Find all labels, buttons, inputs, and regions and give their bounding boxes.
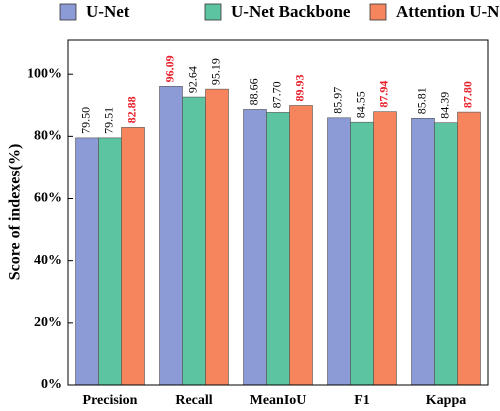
y-tick-label: 40% — [34, 253, 62, 268]
value-label: 88.66 — [247, 78, 261, 105]
value-label: 79.51 — [102, 107, 116, 134]
value-label: 89.93 — [293, 74, 307, 101]
bar — [350, 121, 374, 386]
y-tick-label: 0% — [41, 377, 62, 392]
bar — [457, 111, 481, 386]
y-tick-label: 20% — [34, 315, 62, 330]
plot-frame — [67, 39, 489, 386]
legend-swatch — [369, 3, 387, 21]
bar — [75, 137, 99, 386]
bar — [373, 111, 397, 386]
bar — [289, 105, 313, 386]
value-label: 87.80 — [461, 81, 475, 108]
bar — [411, 117, 435, 386]
bar — [266, 112, 290, 386]
x-tick-label: MeanIoU — [250, 393, 307, 408]
legend-label: U-Net Backbone — [231, 2, 351, 21]
value-label: 87.70 — [270, 81, 284, 108]
y-tick-label: 80% — [34, 129, 62, 144]
bar — [434, 122, 458, 386]
value-label: 84.39 — [438, 92, 452, 119]
bar — [98, 137, 122, 386]
legend-swatch — [59, 3, 77, 21]
legend-label: Attention U-Net — [396, 2, 500, 21]
y-axis-title: Score of indexes(%) — [7, 144, 24, 281]
legend-label: U-Net — [86, 2, 130, 21]
bar — [205, 88, 229, 386]
value-label: 96.09 — [163, 55, 177, 82]
value-label: 92.64 — [186, 66, 200, 93]
x-tick-label: F1 — [354, 393, 370, 408]
bar — [243, 109, 267, 386]
value-label: 82.88 — [125, 96, 139, 123]
bar — [182, 96, 206, 386]
value-label: 87.94 — [377, 81, 391, 108]
bar — [121, 127, 145, 386]
x-tick-label: Kappa — [426, 393, 466, 408]
y-tick-label: 60% — [34, 191, 62, 206]
bar — [327, 117, 351, 386]
x-tick-label: Recall — [175, 393, 212, 408]
bar — [159, 86, 183, 386]
value-label: 79.50 — [79, 107, 93, 134]
y-tick-label: 100% — [27, 66, 62, 81]
value-label: 95.19 — [209, 58, 223, 85]
value-label: 84.55 — [354, 91, 368, 118]
x-tick-label: Precision — [83, 393, 138, 408]
value-label: 85.81 — [415, 87, 429, 114]
legend-swatch — [204, 3, 222, 21]
value-label: 85.97 — [331, 87, 345, 114]
